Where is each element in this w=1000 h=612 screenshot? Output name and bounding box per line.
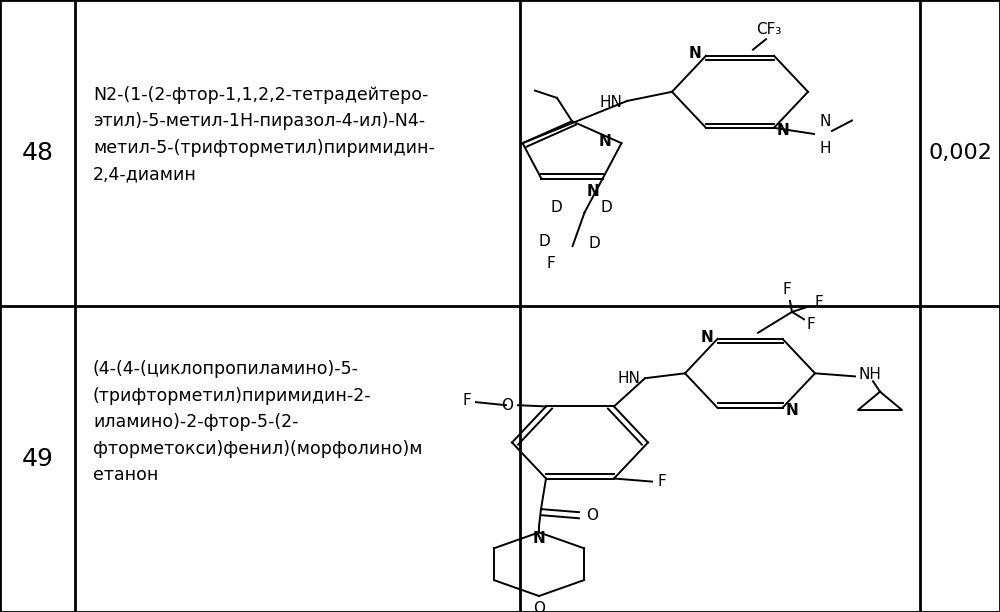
Text: N: N	[786, 403, 798, 419]
Text: D: D	[551, 200, 562, 215]
Text: N: N	[587, 184, 600, 199]
Text: 48: 48	[22, 141, 54, 165]
Text: HN: HN	[617, 371, 640, 386]
Text: D: D	[539, 234, 550, 248]
Text: HN: HN	[599, 95, 622, 110]
Text: NH: NH	[858, 367, 881, 382]
Text: F: F	[807, 317, 816, 332]
Text: O: O	[533, 601, 545, 612]
Text: H: H	[819, 141, 831, 156]
Text: O: O	[586, 508, 598, 523]
Text: N2-(1-(2-фтор-1,1,2,2-тетрадейтеро-
этил)-5-метил-1Н-пиразол-4-ил)-N4-
метил-5-(: N2-(1-(2-фтор-1,1,2,2-тетрадейтеро- этил…	[93, 86, 435, 183]
Text: D: D	[601, 200, 612, 215]
Text: 0,002: 0,002	[928, 143, 992, 163]
Text: N: N	[533, 531, 545, 546]
Text: O: O	[501, 398, 513, 412]
Text: F: F	[657, 474, 666, 489]
Text: N: N	[777, 124, 790, 138]
Text: N: N	[819, 114, 830, 129]
Text: F: F	[546, 256, 555, 271]
Text: CF₃: CF₃	[756, 23, 782, 37]
Text: D: D	[589, 236, 600, 250]
Text: (4-(4-(циклопропиламино)-5-
(трифторметил)пиримидин-2-
иламино)-2-фтор-5-(2-
фто: (4-(4-(циклопропиламино)-5- (трифтормети…	[93, 360, 422, 484]
Text: N: N	[688, 47, 701, 61]
Text: F: F	[814, 295, 823, 310]
Text: N: N	[701, 329, 714, 345]
Text: N: N	[599, 135, 611, 149]
Text: F: F	[783, 282, 791, 297]
Text: 49: 49	[22, 447, 53, 471]
Text: F: F	[462, 394, 471, 408]
